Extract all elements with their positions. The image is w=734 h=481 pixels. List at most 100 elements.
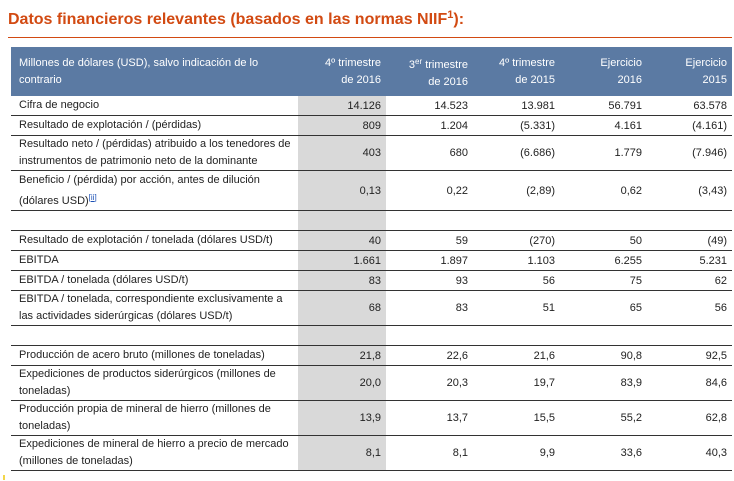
cell-value: (5.331) [473, 115, 560, 136]
row-label: EBITDA / tonelada (dólares USD/t) [11, 270, 298, 291]
cell-value: 90,8 [560, 345, 647, 366]
row-label: Expediciones de mineral de hierro a prec… [11, 435, 298, 471]
header-col-fy-2015: Ejercicio 2015 [647, 47, 732, 96]
spacer-row [11, 325, 732, 346]
cell-value: 55,2 [560, 400, 647, 436]
cell-value: 1.897 [386, 250, 473, 271]
cell-value: 4.161 [560, 115, 647, 136]
cell-value: 809 [298, 115, 386, 136]
cell-value: 1.204 [386, 115, 473, 136]
table-row: EBITDA / tonelada (dólares USD/t) 83 93 … [11, 270, 732, 291]
cell-value: 56.791 [560, 96, 647, 116]
cell-value: 680 [386, 135, 473, 171]
cell-value: 63.578 [647, 96, 732, 116]
cell-value: 75 [560, 270, 647, 291]
row-label: Producción propia de mineral de hierro (… [11, 400, 298, 436]
cell-value: 0,13 [298, 170, 386, 211]
cell-value: 62,8 [647, 400, 732, 436]
cell-value: 56 [473, 270, 560, 291]
cell-value: (49) [647, 230, 732, 251]
cell-value: 59 [386, 230, 473, 251]
row-label: Cifra de negocio [11, 96, 298, 116]
cell-value: 62 [647, 270, 732, 291]
cell-value: 21,8 [298, 345, 386, 366]
cell-value: (2,89) [473, 170, 560, 211]
cell-value: 6.255 [560, 250, 647, 271]
footnote-link[interactable]: [ii] [88, 192, 97, 202]
table-row: Resultado de explotación / tonelada (dól… [11, 230, 732, 251]
title-superscript: 1 [447, 9, 454, 21]
cell-value: 13,7 [386, 400, 473, 436]
row-label: EBITDA [11, 250, 298, 271]
title-rule [8, 37, 732, 38]
cell-value: (4.161) [647, 115, 732, 136]
row-label: Producción de acero bruto (millones de t… [11, 345, 298, 366]
cell-value: 8,1 [386, 435, 473, 471]
table-row: Expediciones de mineral de hierro a prec… [11, 435, 732, 471]
page-title: Datos financieros relevantes (basados en… [8, 9, 464, 29]
row-label: Resultado neto / (pérdidas) atribuido a … [11, 135, 298, 171]
row-label: Resultado de explotación / tonelada (dól… [11, 230, 298, 251]
cell-value: 83 [386, 290, 473, 326]
corner-mark [3, 475, 5, 480]
table-row: Expediciones de productos siderúrgicos (… [11, 365, 732, 401]
header-label: Millones de dólares (USD), salvo indicac… [11, 47, 298, 96]
spacer-row [11, 210, 732, 231]
header-col-q4-2016: 4º trimestre de 2016 [298, 47, 386, 96]
cell-value: 15,5 [473, 400, 560, 436]
table-row: Producción de acero bruto (millones de t… [11, 345, 732, 366]
table-row: Resultado neto / (pérdidas) atribuido a … [11, 135, 732, 171]
header-row: Millones de dólares (USD), salvo indicac… [11, 47, 732, 96]
cell-value: 83,9 [560, 365, 647, 401]
cell-value: 51 [473, 290, 560, 326]
cell-value: 93 [386, 270, 473, 291]
cell-value: 1.779 [560, 135, 647, 171]
title-text: Datos financieros relevantes (basados en… [8, 11, 448, 28]
cell-value: 13.981 [473, 96, 560, 116]
row-label: Resultado de explotación / (pérdidas) [11, 115, 298, 136]
cell-value: 5.231 [647, 250, 732, 271]
cell-value: 21,6 [473, 345, 560, 366]
table-row: Producción propia de mineral de hierro (… [11, 400, 732, 436]
cell-value: 14.523 [386, 96, 473, 116]
cell-value: 83 [298, 270, 386, 291]
cell-value: 9,9 [473, 435, 560, 471]
cell-value: 56 [647, 290, 732, 326]
cell-value: 68 [298, 290, 386, 326]
financial-table: Millones de dólares (USD), salvo indicac… [11, 47, 732, 471]
cell-value: 20,0 [298, 365, 386, 401]
cell-value: 19,7 [473, 365, 560, 401]
header-col-q4-2015: 4º trimestre de 2015 [473, 47, 560, 96]
table-row: EBITDA / tonelada, correspondiente exclu… [11, 290, 732, 326]
cell-value: 84,6 [647, 365, 732, 401]
cell-value: 50 [560, 230, 647, 251]
cell-value: (3,43) [647, 170, 732, 211]
title-tail: ): [453, 11, 465, 28]
cell-value: 403 [298, 135, 386, 171]
cell-value: 65 [560, 290, 647, 326]
row-label: Beneficio / (pérdida) por acción, antes … [11, 170, 298, 211]
row-label: Expediciones de productos siderúrgicos (… [11, 365, 298, 401]
header-col-q3-2016: 3er trimestre de 2016 [386, 47, 473, 96]
cell-value: 22,6 [386, 345, 473, 366]
cell-value: 33,6 [560, 435, 647, 471]
cell-value: 0,22 [386, 170, 473, 211]
cell-value: 13,9 [298, 400, 386, 436]
table-row: Beneficio / (pérdida) por acción, antes … [11, 170, 732, 211]
cell-value: (270) [473, 230, 560, 251]
cell-value: (7.946) [647, 135, 732, 171]
cell-value: 92,5 [647, 345, 732, 366]
cell-value: 14.126 [298, 96, 386, 116]
cell-value: 20,3 [386, 365, 473, 401]
table-row: EBITDA 1.661 1.897 1.103 6.255 5.231 [11, 250, 732, 271]
cell-value: 40 [298, 230, 386, 251]
cell-value: 1.661 [298, 250, 386, 271]
table-row: Resultado de explotación / (pérdidas) 80… [11, 115, 732, 136]
cell-value: 1.103 [473, 250, 560, 271]
table-row: Cifra de negocio 14.126 14.523 13.981 56… [11, 96, 732, 116]
header-col-fy-2016: Ejercicio 2016 [560, 47, 647, 96]
cell-value: 40,3 [647, 435, 732, 471]
cell-value: 8,1 [298, 435, 386, 471]
cell-value: (6.686) [473, 135, 560, 171]
row-label: EBITDA / tonelada, correspondiente exclu… [11, 290, 298, 326]
